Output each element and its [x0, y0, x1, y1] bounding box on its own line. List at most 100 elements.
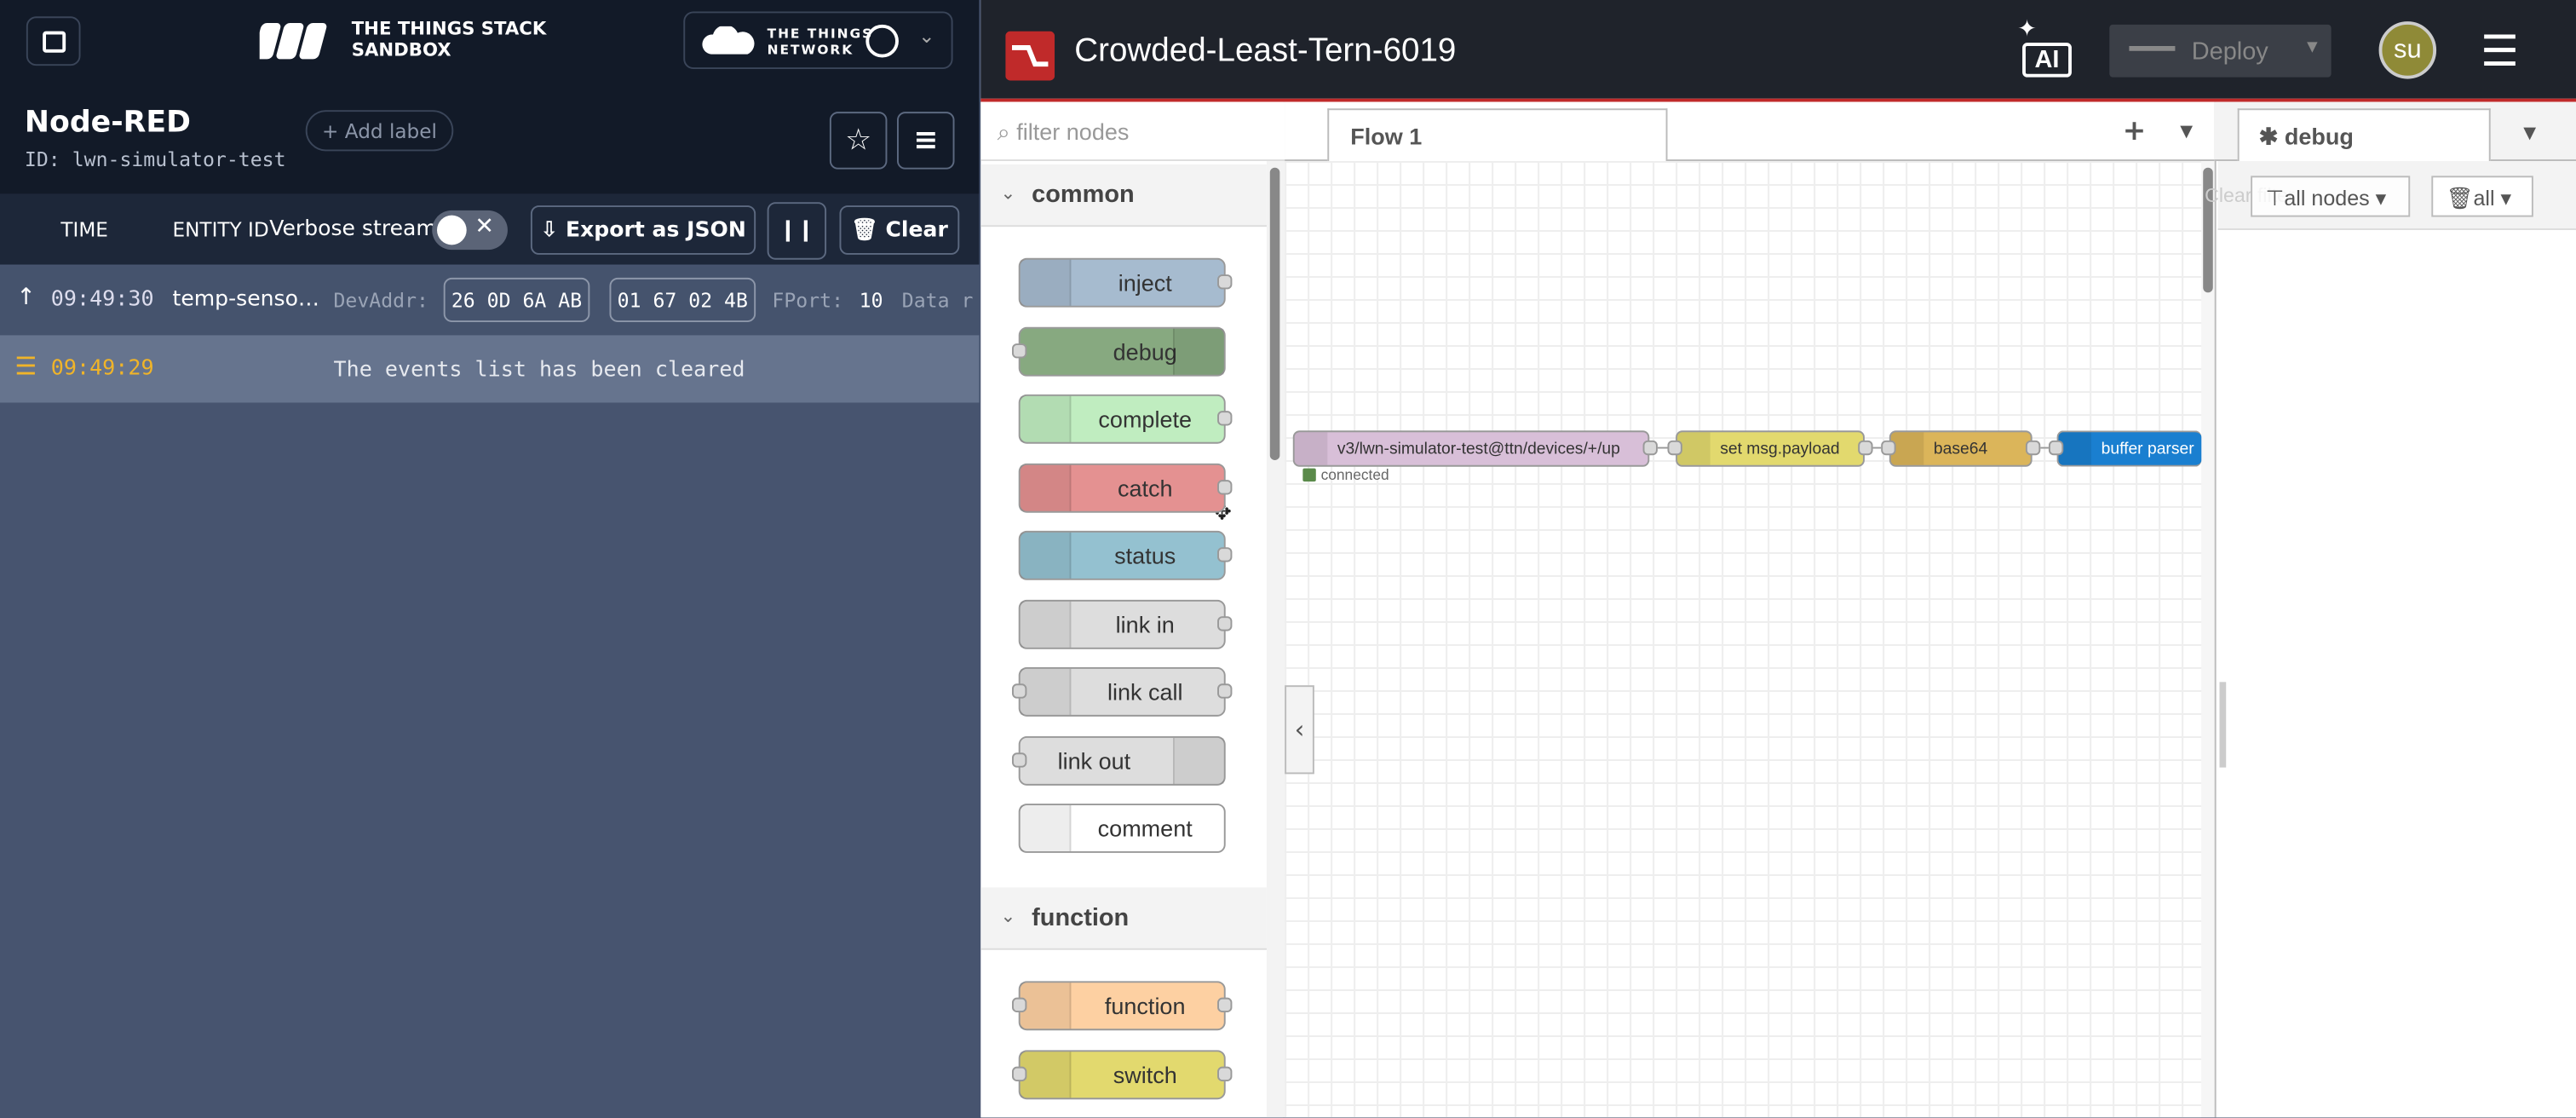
- flow-node[interactable]: set msg.payload: [1676, 430, 1865, 467]
- sidebar-toggle[interactable]: [26, 16, 81, 66]
- filter-button[interactable]: ⊤all nodes ▾: [2251, 176, 2411, 217]
- palette-node[interactable]: comment: [1018, 804, 1226, 853]
- field-label: FPort:: [772, 289, 844, 313]
- add-label-button[interactable]: + Add label: [305, 110, 454, 152]
- palette-node-label: complete: [1098, 406, 1192, 433]
- palette-node-label: link call: [1107, 678, 1183, 706]
- tab-menu[interactable]: ▼: [2180, 123, 2194, 141]
- menu-button[interactable]: ≡: [896, 112, 955, 170]
- scope-label: all: [2473, 185, 2495, 210]
- export-button[interactable]: ⇩ Export as JSON: [530, 205, 756, 255]
- nodered-logo: [1005, 31, 1055, 81]
- palette-node[interactable]: function: [1011, 981, 1233, 1031]
- node-icon: [1020, 983, 1072, 1029]
- verbose-toggle[interactable]: ✕: [432, 210, 508, 251]
- scope-button[interactable]: 🗑all ▾: [2431, 176, 2533, 217]
- palette-scroll: [1266, 160, 1285, 1118]
- deploy-label: Deploy: [2191, 37, 2268, 66]
- input-port: [2048, 440, 2064, 456]
- palette-node-label: debug: [1113, 337, 1177, 365]
- output-port: [1217, 479, 1233, 494]
- network-line: NETWORK: [767, 43, 854, 58]
- palette-node-label: catch: [1117, 474, 1173, 501]
- flow-node[interactable]: buffer parser: [2056, 430, 2202, 467]
- app-id: ID: lwn-simulator-test: [25, 148, 286, 171]
- filter-input[interactable]: ⌕ filter nodes: [980, 101, 1285, 161]
- cleared-icon: ☰: [14, 351, 37, 382]
- node-icon: [1020, 600, 1072, 647]
- palette-node[interactable]: complete: [1018, 394, 1233, 444]
- flow-node[interactable]: base64: [1889, 430, 2033, 467]
- node-icon: [1020, 259, 1072, 306]
- palette-node[interactable]: link in: [1018, 598, 1233, 648]
- palette-collapse[interactable]: ‹: [1285, 685, 1314, 775]
- category-chevron: ⌄: [1000, 182, 1016, 205]
- palette-category[interactable]: function: [980, 887, 1267, 950]
- category-chevron: ⌄: [1000, 905, 1016, 927]
- node-icon: [2058, 432, 2092, 465]
- ai-button[interactable]: AI ✦: [2017, 16, 2073, 78]
- add-tab[interactable]: +: [2122, 114, 2147, 148]
- input-port: [1011, 343, 1027, 358]
- palette-category[interactable]: common: [980, 164, 1267, 228]
- palette-node[interactable]: status: [1018, 530, 1233, 580]
- debug-tab[interactable]: ✱ debug: [2237, 108, 2491, 163]
- main-menu[interactable]: ☰: [2481, 27, 2520, 78]
- palette-node[interactable]: debug: [1011, 326, 1226, 376]
- palette-node-label: function: [1104, 992, 1186, 1019]
- flow-node[interactable]: v3/lwn-simulator-test@ttn/devices/+/up: [1292, 430, 1650, 467]
- palette-node-label: status: [1114, 542, 1176, 569]
- star-button[interactable]: ☆: [829, 112, 888, 170]
- flow-tab[interactable]: Flow 1: [1327, 108, 1668, 163]
- palette-node[interactable]: link call: [1011, 666, 1233, 717]
- app-title: Node-RED: [24, 105, 191, 140]
- column-time: TIME: [60, 218, 108, 242]
- palette-node[interactable]: switch: [1011, 1049, 1233, 1099]
- field-label: Data r: [901, 289, 974, 313]
- output-port: [1858, 440, 1873, 456]
- palette-node-label: inject: [1118, 269, 1172, 297]
- wire: [1872, 447, 1882, 449]
- project-name: Crowded-Least-Tern-6019: [1074, 32, 1457, 69]
- node-icon: [1020, 395, 1072, 442]
- id-label: ID:: [24, 147, 60, 171]
- flow-node-label: set msg.payload: [1720, 439, 1840, 458]
- input-port: [1011, 997, 1027, 1012]
- node-icon: [1020, 1051, 1072, 1098]
- event-row[interactable]: [0, 335, 980, 403]
- deploy-button[interactable]: Deploy ▼: [2109, 24, 2332, 78]
- output-port: [1217, 411, 1233, 426]
- node-icon: [1020, 532, 1072, 579]
- palette-node[interactable]: inject: [1018, 257, 1233, 308]
- clear-button[interactable]: 🗑 Clear: [839, 205, 960, 255]
- uplink-icon: ↑: [16, 284, 36, 311]
- palette-node[interactable]: link out: [1011, 735, 1226, 785]
- output-port: [1217, 615, 1233, 631]
- input-port: [1881, 440, 1896, 456]
- output-port: [1217, 274, 1233, 290]
- brand-line: SANDBOX: [351, 39, 451, 61]
- event-row[interactable]: [0, 266, 980, 336]
- event-time: 09:49:30: [50, 287, 154, 313]
- workspace-scroll: [2201, 160, 2215, 1118]
- input-port: [1011, 1065, 1027, 1081]
- palette-node-label: link in: [1115, 610, 1175, 637]
- node-icon: [1172, 327, 1224, 374]
- output-port: [1642, 440, 1658, 456]
- output-port: [2025, 440, 2041, 456]
- palette-node[interactable]: catch: [1018, 462, 1233, 512]
- event-time: 09:49:29: [50, 356, 154, 382]
- user-avatar[interactable]: su: [2378, 21, 2437, 79]
- console-header: [0, 0, 980, 194]
- wire: [2040, 447, 2049, 449]
- clear-label: Clear: [885, 217, 948, 243]
- pause-button[interactable]: ❙❙: [767, 202, 827, 260]
- network-menu[interactable]: THE THINGS NETWORK ⌄: [683, 11, 953, 69]
- ai-label: AI: [2022, 43, 2072, 78]
- output-port: [1217, 997, 1233, 1012]
- brand-logo: [259, 22, 327, 60]
- status-dot: [1302, 468, 1316, 482]
- sidebar-menu[interactable]: ▼: [2523, 124, 2537, 143]
